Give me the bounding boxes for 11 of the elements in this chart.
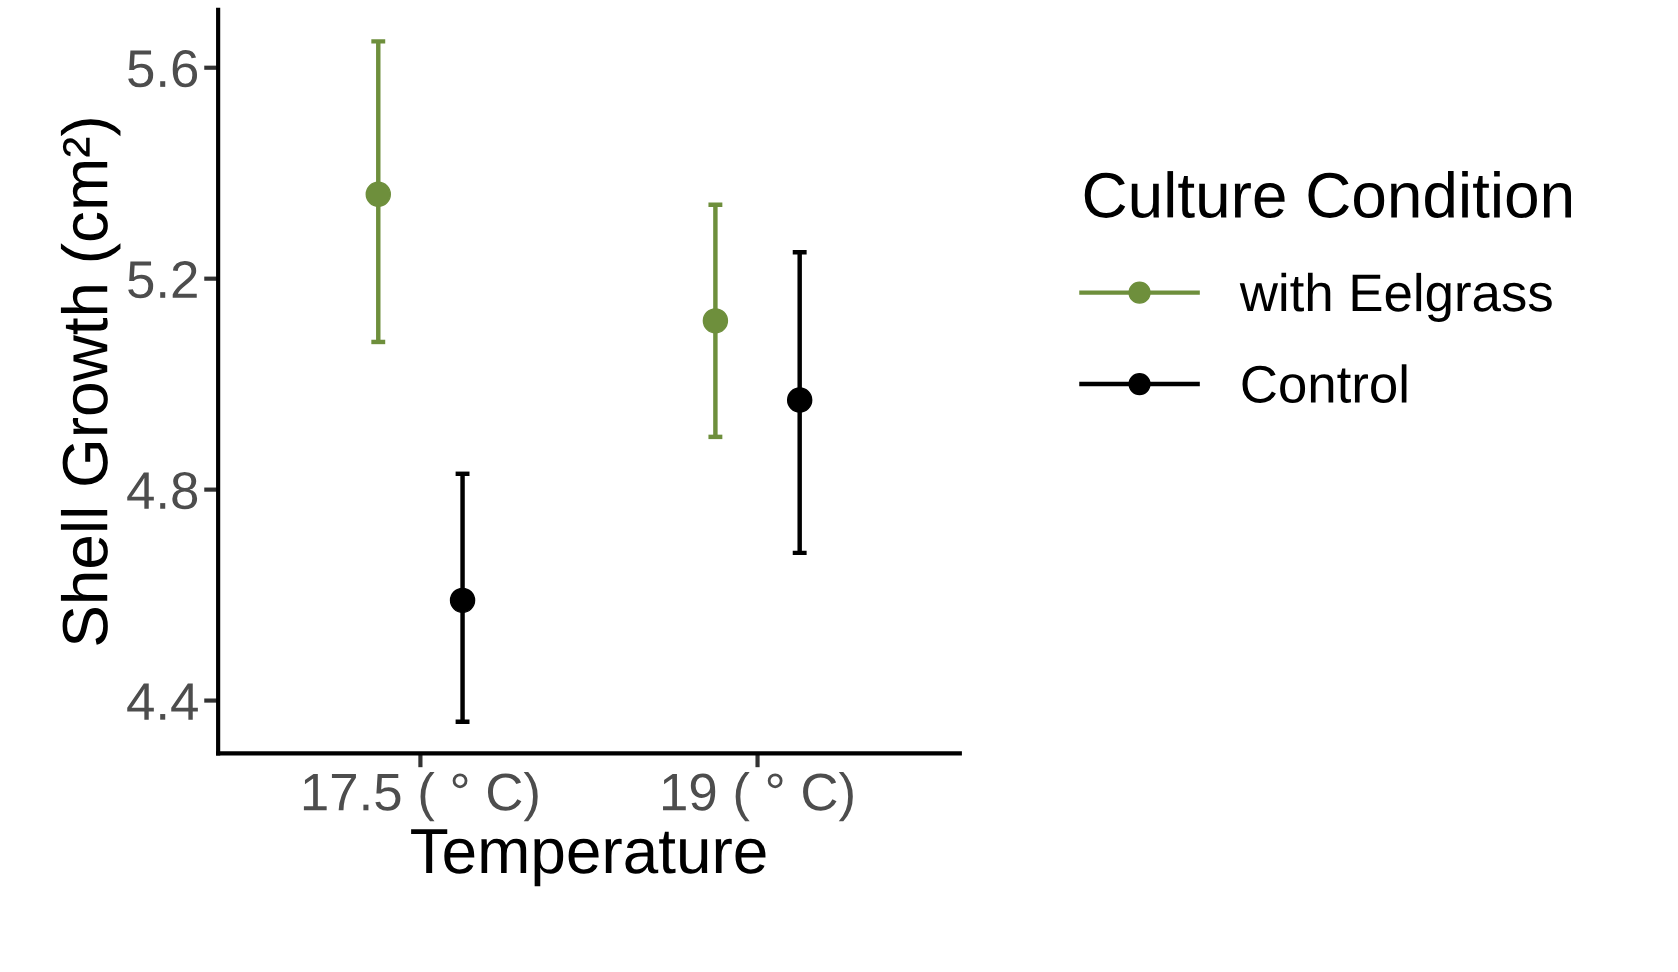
x-tick-label: 19 ( ° C) (663, 772, 853, 822)
x-axis-title: Temperature (411, 829, 766, 887)
legend-label: Control (1242, 364, 1407, 404)
y-tick-label: 5.2 (128, 260, 197, 299)
y-tick-label: 4.8 (127, 471, 198, 510)
y-tick-label: 4.4 (127, 683, 198, 720)
x-tick-label: 17.5 ( ° C) (303, 772, 538, 822)
y-tick-label: 5.6 (128, 50, 198, 88)
legend-label: with Eelgrass (1239, 272, 1552, 323)
y-axis-title: Shell Growth (cm²) (60, 119, 121, 645)
legend-title: Culture Condition (1084, 171, 1571, 219)
